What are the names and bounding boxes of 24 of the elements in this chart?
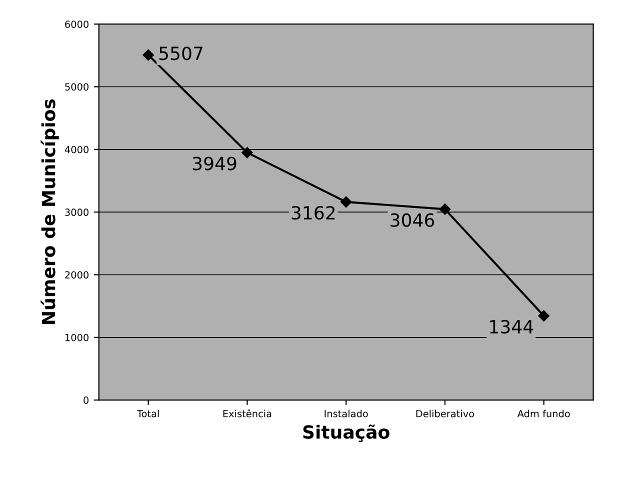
x-tick-label: Deliberativo bbox=[416, 410, 474, 418]
x-tick-label: Adm fundo bbox=[517, 410, 570, 418]
y-tick-label: 2000 bbox=[65, 271, 89, 279]
point bbox=[439, 204, 451, 215]
y-tick-label: 0 bbox=[84, 396, 89, 404]
y-tick-label: 4000 bbox=[64, 146, 89, 154]
y-tick-label: 6000 bbox=[65, 20, 89, 28]
y-tick-label: 5000 bbox=[65, 83, 89, 91]
data-label: 1344 bbox=[490, 320, 534, 334]
y-axis-title: Número de Municípios bbox=[40, 99, 59, 324]
y-tick-label: 1000 bbox=[65, 334, 89, 342]
point bbox=[142, 49, 154, 61]
point bbox=[242, 147, 253, 158]
x-axis-title: Situação bbox=[303, 424, 390, 442]
x-tick-label: Total bbox=[136, 410, 159, 418]
data-label: 5507 bbox=[159, 46, 202, 60]
data-label: 3046 bbox=[390, 213, 434, 227]
y-tick-label: 3000 bbox=[65, 208, 89, 216]
x-tick-label: Existência bbox=[223, 409, 272, 418]
point bbox=[538, 310, 550, 322]
data-label: 3162 bbox=[292, 206, 335, 220]
point bbox=[340, 196, 352, 208]
data-label: 3949 bbox=[192, 156, 236, 170]
x-tick-label: Instalado bbox=[324, 410, 368, 418]
